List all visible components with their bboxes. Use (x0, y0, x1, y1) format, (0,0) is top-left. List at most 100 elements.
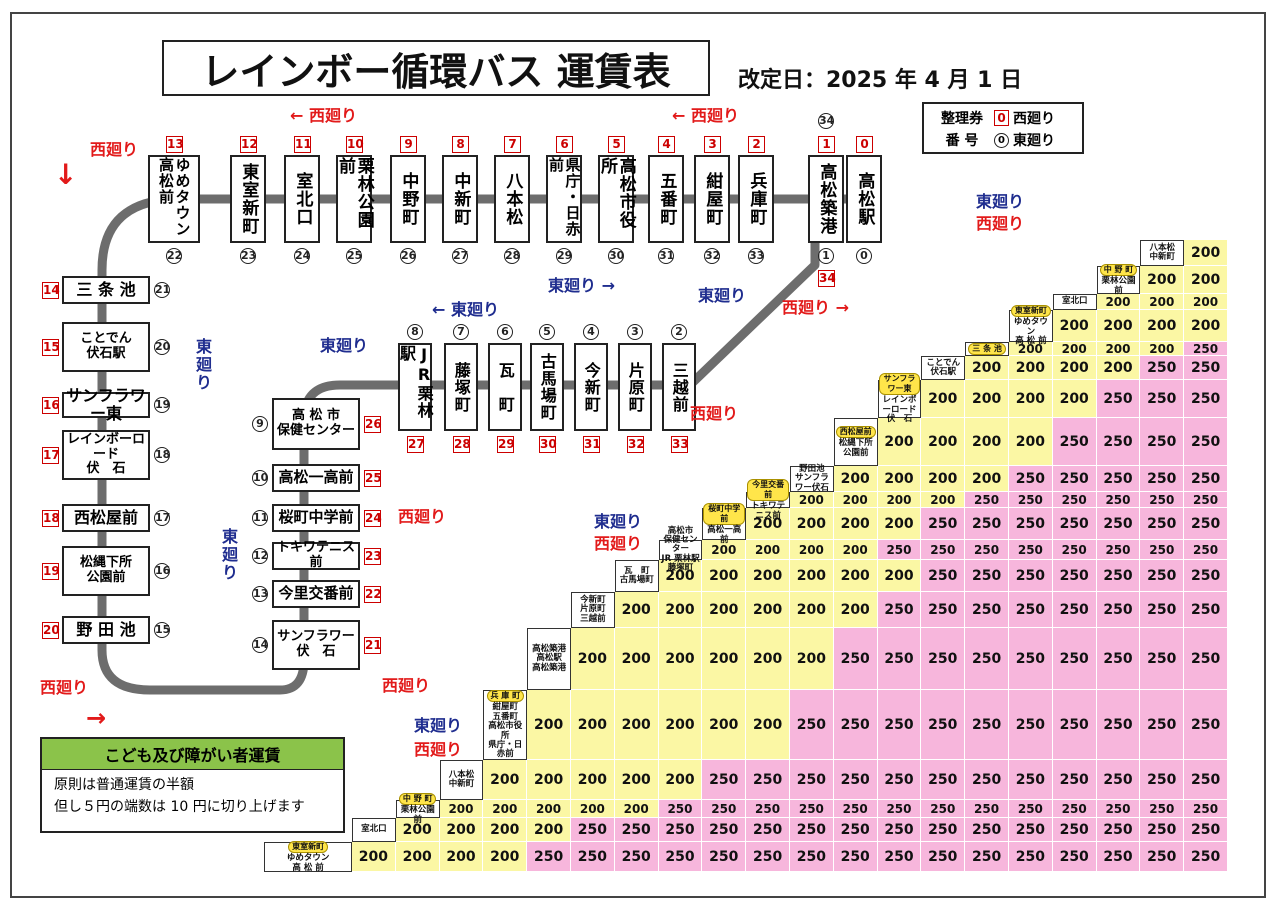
legend-label-1: 整理券 (941, 111, 983, 127)
fare-cell: 250 (1096, 818, 1141, 842)
fare-cell: 250 (965, 800, 1009, 818)
fare-header-name: ゆめタウン 高 松 前 (1013, 317, 1048, 347)
fare-header-14: ことでん伏石駅 (921, 356, 966, 380)
fare-cell: 250 (965, 628, 1009, 690)
legend-west-text: 西廻り (1013, 111, 1055, 127)
fare-cell: 250 (1184, 492, 1228, 508)
fare-cell: 200 (1096, 356, 1141, 380)
fare-cell: 200 (965, 466, 1009, 492)
fare-cell: 250 (658, 842, 703, 872)
fare-cell: 200 (746, 560, 790, 592)
fare-cell: 250 (921, 592, 966, 628)
fare-header-9: 桜町中学前 高松一高前 (702, 503, 747, 544)
fare-cell: 250 (877, 690, 922, 760)
fare-header-2: 中 野 町栗林公園前 (395, 793, 440, 824)
fare-header-16: 東室新町 ゆめタウン 高 松 前 (1009, 305, 1053, 346)
fare-cell: 200 (1184, 240, 1228, 266)
left-stop-ci-6: 15 (154, 622, 171, 638)
fare-cell: 250 (1096, 466, 1141, 492)
fare-cell: 250 (571, 818, 615, 842)
fare-cell: 250 (1140, 508, 1185, 540)
mid-stop-ci-6: 2 (671, 324, 687, 340)
fare-cell: 250 (1052, 760, 1097, 800)
fare-cell: 200 (921, 466, 966, 492)
inner-stop-sq-1: 25 (364, 470, 382, 487)
fare-cell: 250 (965, 540, 1009, 560)
left-stop-ci-4: 17 (154, 510, 171, 526)
fare-cell: 200 (614, 628, 659, 690)
top-stop-0: ゆめタウン高松前 (148, 155, 200, 243)
dir-west-2: ← 西廻り (672, 106, 739, 125)
fare-cell: 250 (1096, 418, 1141, 466)
fare-cell: 200 (571, 690, 615, 760)
fare-header-name: 紺屋町 五番町 高松市役所 県庁・日赤前 (488, 702, 523, 760)
fare-cell: 250 (1184, 842, 1228, 872)
fare-cell: 250 (1140, 380, 1185, 418)
fare-cell: 200 (527, 690, 571, 760)
left-stop-sq-0: 14 (42, 282, 60, 299)
fare-cell: 250 (833, 800, 878, 818)
fare-cell: 200 (746, 508, 790, 540)
inner-stop-2: 桜町中学前 (272, 504, 360, 532)
fare-header-tag: 兵 庫 町 (486, 690, 525, 703)
fare-cell: 200 (658, 560, 703, 592)
left-stop-ci-2: 19 (154, 397, 171, 413)
fare-cell: 200 (833, 540, 878, 560)
legend-label-2: 番 号 (945, 133, 979, 149)
fare-header-name: 高松築港 高松駅 高松築港 (532, 643, 567, 673)
fare-cell: 200 (1009, 380, 1053, 418)
fare-header-tag: 中 野 町 (398, 793, 437, 806)
fare-cell: 250 (1096, 800, 1141, 818)
top-stop-sq-10: 3 (704, 136, 721, 153)
fare-cell: 250 (1009, 560, 1053, 592)
mid-stop-ci-4: 4 (583, 324, 599, 340)
fare-cell: 200 (483, 760, 528, 800)
fare-cell: 200 (921, 418, 966, 466)
dir-east-6: 東廻り (594, 512, 643, 531)
top-stop-ci-4: 26 (400, 248, 417, 264)
top-stop-sq-0: 13 (166, 136, 184, 153)
mid-stop-ci-5: 3 (627, 324, 643, 340)
fare-header-13: サンフラワー東 レインボーロード 伏 石 (877, 373, 922, 424)
dir-east-v2: 東 廻 り (222, 527, 239, 582)
mid-stop-4: 今新町 (574, 343, 608, 431)
fare-cell: 250 (1140, 560, 1185, 592)
inner-stop-ci-4: 13 (252, 586, 269, 602)
fare-cell: 200 (702, 592, 747, 628)
fare-cell: 200 (1140, 294, 1185, 310)
fare-cell: 250 (527, 842, 571, 872)
fare-cell: 200 (571, 628, 615, 690)
left-stop-sq-3: 17 (42, 447, 60, 464)
fare-cell: 250 (1009, 540, 1053, 560)
dir-west-3: 西廻り (90, 140, 139, 159)
fare-cell: 250 (1140, 628, 1185, 690)
top-stop-ci-top-12: 34 (818, 113, 835, 129)
fare-cell: 250 (1140, 842, 1185, 872)
inner-stop-4: 今里交番前 (272, 580, 360, 608)
top-stop-1: 東室新町 (230, 155, 266, 243)
fare-header-11: 野田池 サンフラワー伏石 (790, 464, 834, 492)
fare-cell: 200 (658, 628, 703, 690)
left-stop-3: レインボーロード 伏 石 (62, 430, 150, 480)
fare-cell: 200 (614, 690, 659, 760)
fare-cell: 200 (1140, 310, 1185, 342)
fare-header-3: 八本松 中新町 (439, 760, 484, 800)
fare-header-name: 栗林公園前 (400, 805, 435, 825)
left-stop-sq-1: 15 (42, 339, 60, 356)
fare-cell: 200 (658, 592, 703, 628)
fare-cell: 200 (1184, 310, 1228, 342)
top-stop-sq-8: 5 (608, 136, 625, 153)
fare-cell: 200 (877, 492, 922, 508)
fare-cell: 200 (1096, 342, 1141, 356)
fare-cell: 250 (965, 508, 1009, 540)
fare-cell: 250 (877, 628, 922, 690)
fare-cell: 250 (1052, 508, 1097, 540)
top-stop-ci-2: 24 (294, 248, 311, 264)
fare-cell: 200 (965, 356, 1009, 380)
fare-cell: 250 (921, 842, 966, 872)
fare-cell: 250 (921, 628, 966, 690)
fare-cell: 250 (1184, 342, 1228, 356)
fare-cell: 250 (1096, 690, 1141, 760)
fare-cell: 250 (746, 760, 790, 800)
fare-cell: 200 (877, 508, 922, 540)
